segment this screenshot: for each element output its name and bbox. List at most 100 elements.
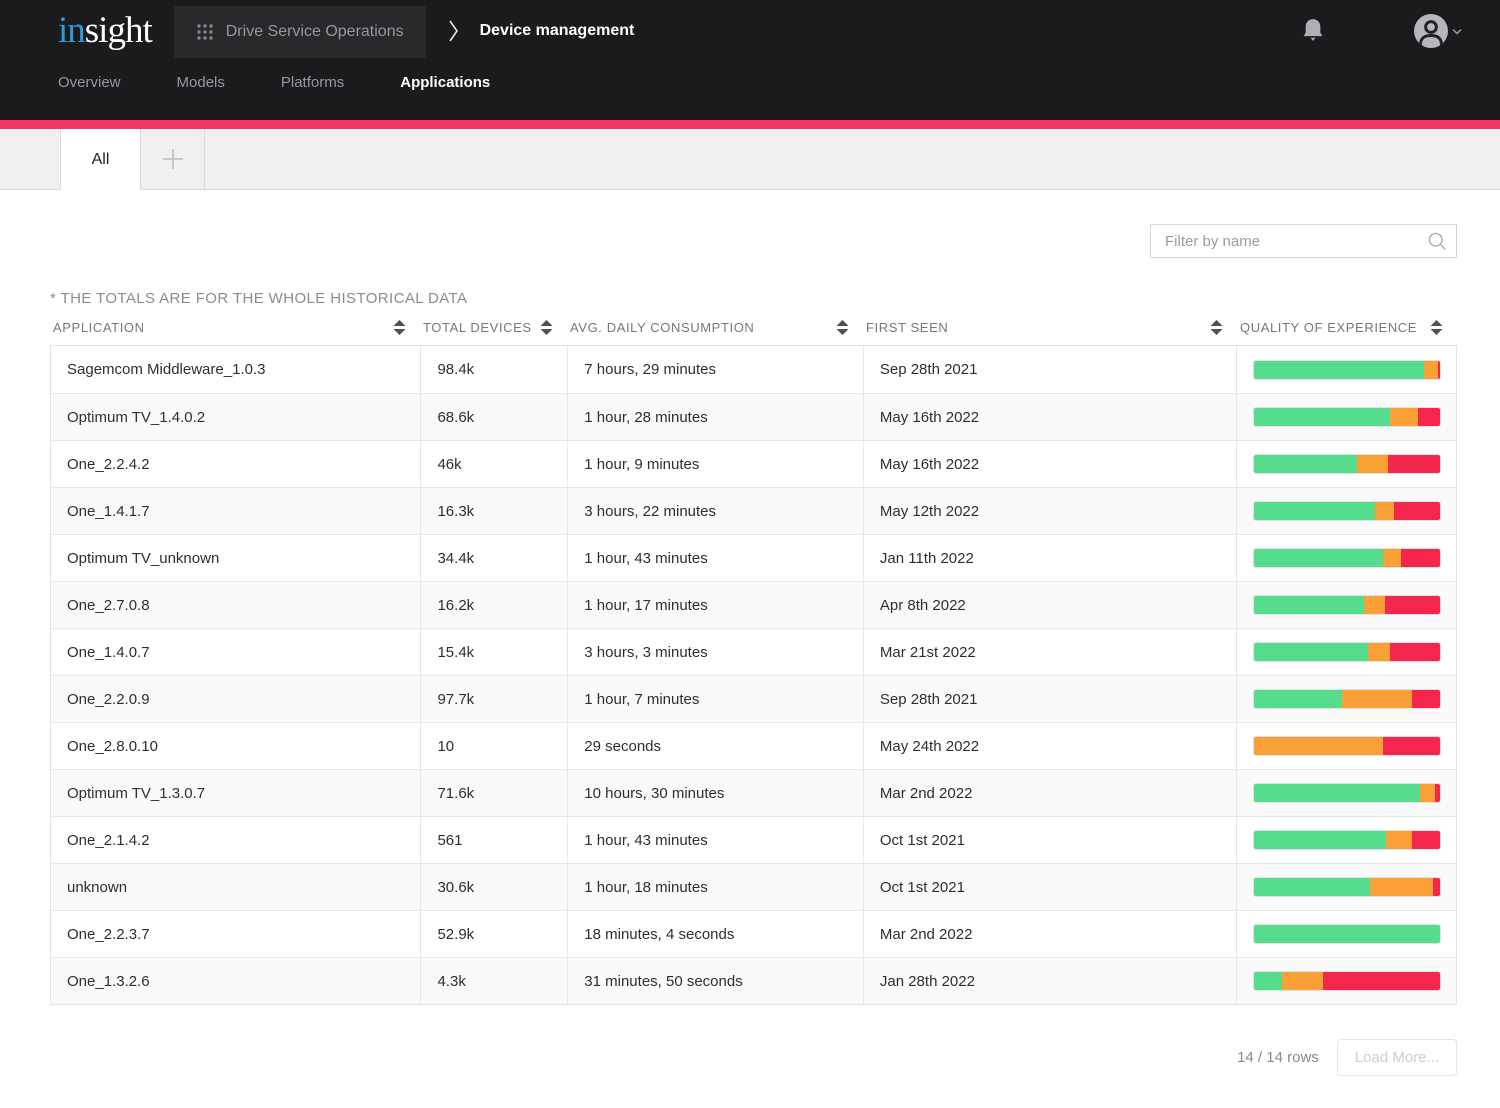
column-header-2: AVG. DAILY CONSUMPTION [567,319,863,335]
qoe-segment-fair [1356,455,1389,473]
table-row[interactable]: One_2.1.4.2 561 1 hour, 43 minutes Oct 1st … [51,816,1456,863]
table-row[interactable]: One_2.2.4.2 46k 1 hour, 9 minutes May 16th … [51,440,1456,487]
avg-daily-consumption-cell: 1 hour, 28 minutes [567,394,863,440]
search-icon[interactable] [1427,231,1447,256]
notifications-button[interactable] [1300,17,1326,45]
table-row[interactable]: unknown 30.6k 1 hour, 18 minutes Oct 1st 20… [51,863,1456,910]
total-devices-cell: 16.2k [420,582,567,628]
total-devices-cell: 15.4k [420,629,567,675]
avg-daily-consumption-cell: 3 hours, 3 minutes [567,629,863,675]
qoe-segment-poor [1412,831,1441,849]
qoe-segment-good [1254,596,1365,614]
qoe-bar [1253,924,1442,944]
quality-of-experience-cell [1236,441,1456,487]
qoe-segment-fair [1367,643,1391,661]
qoe-bar [1253,359,1442,380]
avatar [1414,14,1448,48]
total-devices-cell: 34.4k [420,535,567,581]
avg-daily-consumption-cell: 1 hour, 43 minutes [567,817,863,863]
avg-daily-consumption-cell: 1 hour, 43 minutes [567,535,863,581]
qoe-segment-fair [1419,784,1435,802]
application-cell: unknown [67,878,128,896]
column-header-0: APPLICATION [50,319,420,335]
qoe-segment-poor [1388,455,1441,473]
quality-of-experience-cell [1236,629,1456,675]
application-cell: Optimum TV_1.3.0.7 [67,784,206,802]
column-header-1: TOTAL DEVICES [420,319,567,335]
sort-icon[interactable] [836,319,849,335]
qoe-bar [1253,548,1442,568]
nav-item-models[interactable]: Models [176,74,225,91]
first-seen-cell: Oct 1st 2021 [862,817,1236,863]
application-cell: One_2.8.0.10 [67,737,158,755]
filter-input[interactable] [1150,224,1457,258]
sort-icon[interactable] [540,319,553,335]
first-seen-cell: Jan 11th 2022 [862,535,1236,581]
quality-of-experience-cell [1236,817,1456,863]
workspace-label: Drive Service Operations [225,23,404,40]
table-row[interactable]: Optimum TV_1.3.0.7 71.6k 10 hours, 30 minu… [51,769,1456,816]
main-content: * THE TOTALS ARE FOR THE WHOLE HISTORICA… [0,224,1500,1076]
filter-field [1150,224,1457,258]
avg-daily-consumption-cell: 1 hour, 17 minutes [567,582,863,628]
app-header: insight Drive Service Operations Device … [0,0,1500,120]
rows-count: 14 / 14 rows [1237,1049,1319,1066]
user-menu[interactable] [1414,14,1462,48]
quality-of-experience-cell [1236,488,1456,534]
qoe-segment-fair [1341,690,1413,708]
qoe-segment-fair [1390,408,1418,426]
insight-logo[interactable]: insight [58,0,153,62]
total-devices-cell: 98.4k [420,346,567,393]
qoe-bar [1253,971,1442,991]
workspace-switcher[interactable]: Drive Service Operations [173,6,426,58]
sort-icon[interactable] [1210,319,1223,335]
page-title: Device management [479,22,635,39]
load-more-button[interactable]: Load More... [1336,1039,1457,1076]
column-label: AVG. DAILY CONSUMPTION [570,319,755,335]
application-cell: One_2.2.4.2 [67,455,150,473]
application-cell: Optimum TV_1.4.0.2 [67,408,206,426]
qoe-bar [1253,454,1442,474]
nav-item-overview[interactable]: Overview [58,74,121,91]
table-row[interactable]: One_2.2.3.7 52.9k 18 minutes, 4 seconds Mar… [51,910,1456,957]
sort-icon[interactable] [393,319,406,335]
main-nav: Overview Models Platforms Applications [0,74,1500,91]
accent-bar [0,120,1500,129]
table-row[interactable]: One_1.4.1.7 16.3k 3 hours, 22 minutes May 1… [51,487,1456,534]
qoe-segment-poor [1323,972,1441,990]
table-row[interactable]: Sagemcom Middleware_1.0.3 98.4k 7 hours, 2… [51,346,1456,393]
table-row[interactable]: Optimum TV_unknown 34.4k 1 hour, 43 minute… [51,534,1456,581]
table-row[interactable]: Optimum TV_1.4.0.2 68.6k 1 hour, 28 minute… [51,393,1456,440]
first-seen-cell: Mar 2nd 2022 [862,911,1236,957]
qoe-segment-poor [1393,502,1441,520]
avg-daily-consumption-cell: 18 minutes, 4 seconds [567,911,863,957]
quality-of-experience-cell [1236,346,1456,393]
table-row[interactable]: One_2.8.0.10 10 29 seconds May 24th 2022 [51,722,1456,769]
qoe-bar [1253,407,1442,427]
qoe-segment-good [1254,972,1283,990]
first-seen-cell: Sep 28th 2021 [862,346,1236,393]
table-row[interactable]: One_2.7.0.8 16.2k 1 hour, 17 minutes Apr 8t… [51,581,1456,628]
quality-of-experience-cell [1236,723,1456,769]
qoe-segment-poor [1412,690,1441,708]
total-devices-cell: 16.3k [420,488,567,534]
qoe-bar [1253,501,1442,521]
application-cell: One_1.4.0.7 [67,643,150,661]
nav-item-platforms[interactable]: Platforms [280,74,345,91]
sort-icon[interactable] [1430,319,1443,335]
qoe-segment-fair [1282,972,1324,990]
tab-all[interactable]: All [60,129,141,190]
table-row[interactable]: One_1.4.0.7 15.4k 3 hours, 3 minutes Mar 21… [51,628,1456,675]
table-row[interactable]: One_2.2.0.9 97.7k 1 hour, 7 minutes Sep 28t… [51,675,1456,722]
application-cell: Optimum TV_unknown [67,549,220,567]
qoe-segment-poor [1384,596,1441,614]
first-seen-cell: Mar 2nd 2022 [862,770,1236,816]
add-tab-button[interactable] [141,129,205,190]
nav-item-applications[interactable]: Applications [400,74,491,91]
qoe-segment-fair [1364,596,1385,614]
table-row[interactable]: One_1.3.2.6 4.3k 31 minutes, 50 seconds Jan… [51,957,1456,1004]
column-label: TOTAL DEVICES [423,319,532,335]
first-seen-cell: Mar 21st 2022 [862,629,1236,675]
logo-suffix: sight [84,10,153,51]
avg-daily-consumption-cell: 29 seconds [567,723,863,769]
